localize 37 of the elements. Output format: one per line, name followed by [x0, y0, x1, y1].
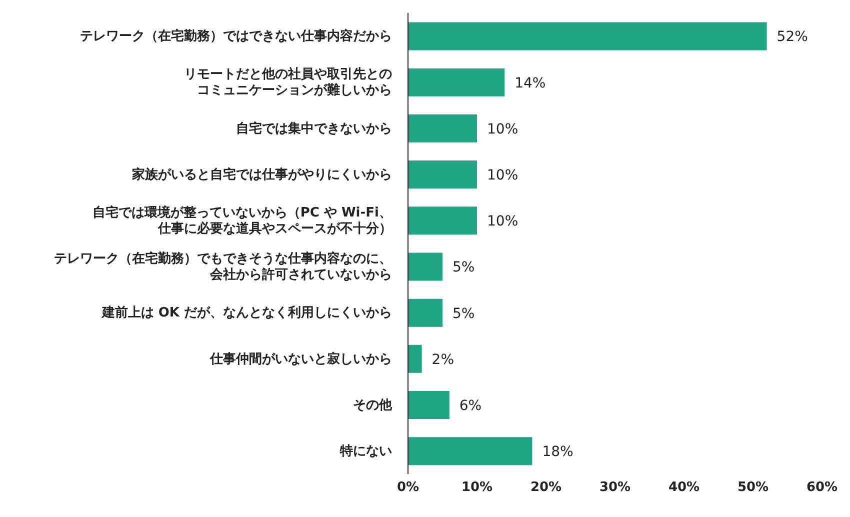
data-label: 5% — [452, 260, 475, 276]
bar — [408, 114, 477, 142]
x-tick-label: 40% — [668, 480, 700, 496]
bar — [408, 391, 450, 420]
data-label: 14% — [514, 75, 546, 92]
data-label: 2% — [432, 352, 454, 368]
y-tick-label: リモートだと他の社員や取引先とのコミュニケーションが難しいから — [184, 66, 392, 98]
y-tick-label: その他 — [353, 398, 393, 413]
y-tick-label: 家族がいると自宅では仕事がやりにくいから — [131, 166, 392, 182]
y-tick-label: 建前上は OK だが、なんとなく利用しにくいから — [100, 304, 392, 321]
bar — [408, 206, 477, 235]
x-tick-label: 10% — [461, 480, 493, 496]
bar — [408, 344, 422, 373]
y-tick-label: 自宅では環境が整っていないから（PC や Wi-Fi、仕事に必要な道具やスペースが不十分） — [92, 204, 392, 236]
x-tick-label: 50% — [737, 480, 769, 496]
x-tick-label: 60% — [806, 480, 838, 496]
y-tick-label: 自宅では集中できないから — [236, 120, 392, 136]
bar — [408, 437, 532, 466]
bar — [408, 22, 767, 50]
bar — [408, 160, 477, 189]
data-label: 10% — [487, 214, 518, 230]
bar — [408, 68, 505, 96]
y-tick-label: 特にない — [339, 444, 392, 459]
y-tick-label: 仕事仲間がいないと寂しいから — [209, 350, 392, 367]
bar — [408, 298, 442, 327]
x-tick-label: 30% — [599, 480, 631, 496]
y-tick-label: テレワーク（在宅勤務）でもできそうな仕事内容なのに、会社から許可されていないから — [54, 250, 392, 283]
y-tick-label: テレワーク（在宅勤務）ではできない仕事内容だから — [80, 28, 392, 44]
data-label: 52% — [776, 29, 808, 46]
data-label: 10% — [487, 167, 518, 184]
x-tick-label: 0% — [396, 480, 420, 496]
data-label: 5% — [452, 306, 475, 322]
data-label: 18% — [542, 444, 574, 460]
x-tick-label: 20% — [530, 480, 562, 496]
bar — [408, 252, 442, 281]
data-label: 10% — [487, 121, 518, 138]
data-label: 6% — [459, 398, 482, 414]
